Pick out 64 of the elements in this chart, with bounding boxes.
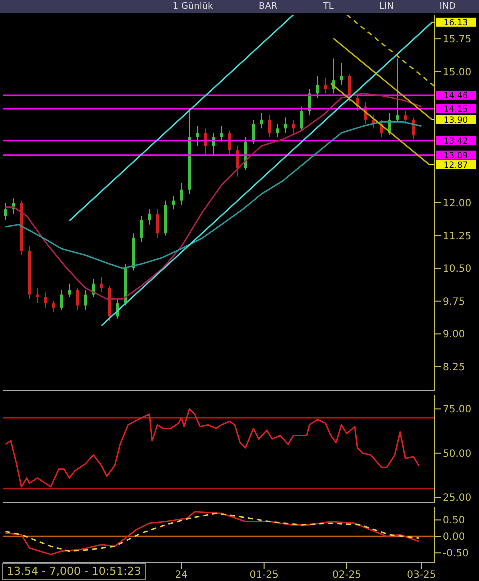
y-tick-label: 12.00	[443, 198, 472, 210]
ref-line-label: 13.42	[444, 137, 468, 148]
candlestick	[228, 130, 232, 156]
x-tick-label: 02-25	[332, 570, 362, 581]
ref-line-label: 13.09	[444, 152, 468, 162]
candlestick	[220, 126, 224, 142]
y-tick-label: 15.75	[443, 34, 472, 46]
candlestick	[252, 119, 256, 144]
candlestick	[316, 76, 320, 99]
text: TL	[323, 2, 334, 12]
candlestick	[396, 58, 400, 123]
ref-line-label: 14.15	[444, 105, 468, 116]
candlestick	[84, 290, 88, 311]
annotation: 16.13	[444, 18, 468, 29]
candlestick	[324, 78, 328, 94]
x-tick-label: 24	[175, 570, 188, 581]
text: LIN	[380, 2, 394, 12]
line-series	[4, 121, 422, 270]
candlestick	[52, 300, 56, 313]
ref-line-label: 14.46	[444, 92, 468, 102]
y-tick-label: 50.00	[443, 448, 472, 460]
line-series	[4, 93, 422, 300]
candlestick	[60, 290, 64, 311]
candlestick	[180, 182, 184, 206]
y-tick-label: 25.00	[443, 493, 472, 504]
candlestick	[260, 112, 264, 130]
y-tick-label: 10.50	[443, 264, 472, 276]
line-series	[4, 408, 420, 488]
candlestick	[36, 288, 40, 304]
candlestick	[300, 106, 304, 132]
candlestick	[268, 115, 272, 138]
y-tick-label: 0.50	[443, 516, 466, 527]
annotation: 12.87	[444, 161, 468, 172]
text: BAR	[259, 2, 278, 12]
y-tick-label: 8.25	[443, 362, 466, 374]
candlestick	[100, 276, 104, 294]
y-tick-label: 9.75	[443, 296, 466, 308]
candlestick	[340, 62, 344, 86]
text: 13.54 - 7,000 - 10:51:23	[2, 563, 146, 580]
candlestick	[284, 117, 288, 134]
text: 1 Günlük	[172, 2, 214, 12]
candlestick	[68, 283, 72, 298]
candlestick	[404, 110, 408, 125]
x-tick-label: 01-25	[250, 570, 279, 581]
candlestick	[276, 124, 280, 138]
candlestick	[76, 288, 80, 311]
y-tick-label: 9.00	[443, 330, 466, 341]
candlestick	[44, 292, 48, 308]
candlestick	[148, 209, 152, 226]
y-tick-label: 15.00	[443, 67, 472, 78]
candlestick	[140, 216, 144, 243]
annotation: 13.90	[444, 116, 468, 126]
x-tick-label: 03-25	[407, 570, 436, 581]
candlestick	[172, 196, 176, 210]
text: IND	[440, 2, 456, 12]
candlestick	[196, 126, 200, 147]
candlestick	[236, 146, 240, 178]
y-tick-label: 75.00	[443, 404, 472, 416]
y-tick-label: 11.25	[443, 231, 472, 242]
candlestick	[156, 209, 160, 238]
y-tick-label: -0.50	[443, 548, 469, 560]
candlestick	[4, 202, 8, 221]
candlestick	[292, 119, 296, 136]
y-tick-label: 0.00	[443, 532, 466, 544]
